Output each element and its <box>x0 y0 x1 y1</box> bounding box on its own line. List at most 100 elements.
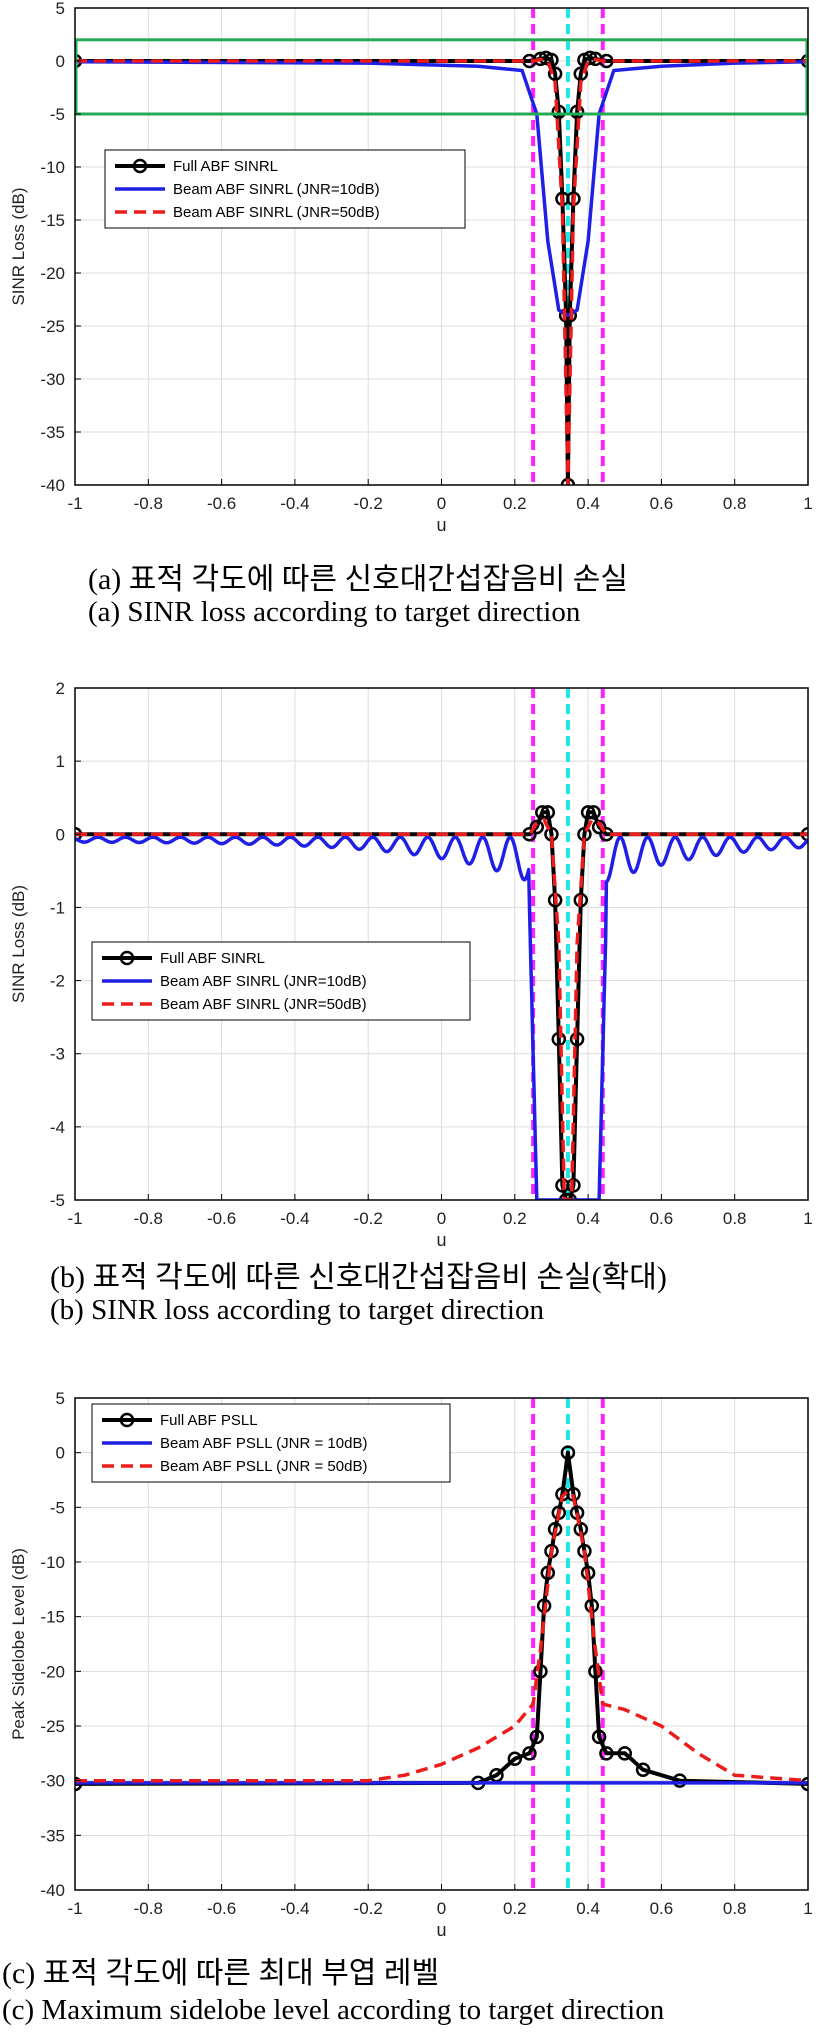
x-tick-label: 0 <box>437 1209 446 1228</box>
x-tick-label: 0 <box>437 494 446 513</box>
x-tick-label: 0.2 <box>503 494 527 513</box>
y-tick-label: -40 <box>40 476 65 495</box>
series-group <box>75 1398 808 1890</box>
legend-marker <box>132 158 148 174</box>
series-marker <box>551 1031 567 1047</box>
series-marker <box>599 1746 614 1761</box>
x-tick-label: 0.4 <box>576 494 600 513</box>
chart-a: -1 -0.8 -0.6 -0.4 -0.2 0 0.2 0.4 0.6 0.8 1 5 0 -5 -10 -… <box>0 0 827 540</box>
series-marker <box>591 1729 607 1745</box>
x-tick-label: -1 <box>67 1209 82 1228</box>
legend-label-3: Beam ABF PSLL (JNR = 50dB) <box>160 1458 367 1475</box>
x-tick-label: -0.6 <box>207 494 236 513</box>
x-tick-label: -0.4 <box>280 494 309 513</box>
x-tick-label: 0.8 <box>723 1209 747 1228</box>
y-tick-label: -20 <box>40 1662 65 1681</box>
chart-c: -1 -0.8 -0.6 -0.4 -0.2 0 0.2 0.4 0.6 0.8 1 5 0 -5 -10 -… <box>0 1390 827 1945</box>
y-tick-label: 0 <box>56 1444 65 1463</box>
y-tick-label: 0 <box>56 825 65 844</box>
chart-b: -1 -0.8 -0.6 -0.4 -0.2 0 0.2 0.4 0.6 0.8 1 2 1 0 -1 -2 -… <box>0 680 827 1250</box>
series-marker <box>573 66 589 81</box>
x-tick-label: -0.2 <box>354 1209 383 1228</box>
x-tick-label: -0.6 <box>207 1209 236 1228</box>
y-tick-label: -35 <box>40 1826 65 1845</box>
x-tick-label: 0.4 <box>576 1209 600 1228</box>
series-marker <box>586 805 601 820</box>
y-tick-label: -20 <box>40 264 65 283</box>
series-marker <box>588 1664 603 1679</box>
caption-a-ko: (a) 표적 각도에 따른 신호대간섭잡음비 손실 <box>88 563 628 596</box>
y-tick-label: -25 <box>40 317 65 336</box>
chart-b-svg: -1 -0.8 -0.6 -0.4 -0.2 0 0.2 0.4 0.6 0.8 1 2 1 0 -1 -2 -… <box>9 680 813 1250</box>
series-marker <box>529 1729 545 1745</box>
series-marker <box>672 1773 687 1788</box>
x-tick-label: 1 <box>803 1209 812 1228</box>
x-tick-label: -0.2 <box>354 494 383 513</box>
series-line-3 <box>75 57 808 485</box>
series-line-2 <box>75 835 808 1200</box>
y-tick-label: -4 <box>50 1118 65 1137</box>
x-tick-label: 0.8 <box>723 494 747 513</box>
legend-label-3: Beam ABF SINRL (JNR=50dB) <box>173 204 380 221</box>
x-tick-label: 1 <box>803 1899 812 1918</box>
x-tick-label: -0.8 <box>134 1209 163 1228</box>
legend-marker <box>119 1412 135 1428</box>
x-tick-label: -0.8 <box>134 494 163 513</box>
caption-a-en: (a) SINR loss according to target direct… <box>88 596 581 628</box>
series-line-3 <box>75 817 808 1200</box>
series-marker <box>529 819 545 835</box>
x-tick-label: -0.4 <box>280 1899 309 1918</box>
legend-label-1: Full ABF PSLL <box>160 1412 258 1429</box>
y-tick-label: 2 <box>56 680 65 698</box>
y-tick-label: -3 <box>50 1045 65 1064</box>
series-group <box>75 688 808 1200</box>
series-marker <box>547 66 563 81</box>
y-tick-label: -30 <box>40 370 65 389</box>
x-tick-label: -0.6 <box>207 1899 236 1918</box>
series-marker <box>544 52 559 68</box>
series-marker <box>569 1031 585 1047</box>
y-tick-label: -25 <box>40 1717 65 1736</box>
caption-c-ko: (c) 표적 각도에 따른 최대 부엽 레벨 <box>2 1957 440 1990</box>
y-axis-label: Peak Sidelobe Level (dB) <box>9 1548 28 1740</box>
y-axis-label: SINR Loss (dB) <box>9 885 28 1003</box>
series-marker <box>617 1746 632 1761</box>
series-line-2 <box>75 60 808 318</box>
series-marker <box>522 1746 537 1761</box>
y-tick-label: 5 <box>56 1390 65 1408</box>
series-marker <box>533 1664 548 1679</box>
series-line-1 <box>75 810 808 1200</box>
y-tick-label: -30 <box>40 1772 65 1791</box>
y-tick-label: -10 <box>40 158 65 177</box>
x-tick-label: 0.4 <box>576 1899 600 1918</box>
y-axis-label: SINR Loss (dB) <box>9 187 28 305</box>
legend-label-1: Full ABF SINRL <box>160 950 265 967</box>
y-tick-label: -15 <box>40 1608 65 1627</box>
series-marker <box>591 819 607 835</box>
caption-c: (c) 표적 각도에 따른 최대 부엽 레벨 (c) Maximum sidel… <box>0 1944 827 2042</box>
y-tick-label: 5 <box>56 0 65 18</box>
y-tick-label: -1 <box>50 898 65 917</box>
y-tick-label: -5 <box>50 1498 65 1517</box>
series-marker <box>560 1445 576 1460</box>
series-marker <box>535 805 550 820</box>
series-line-3 <box>75 1489 808 1783</box>
y-tick-label: -5 <box>50 1191 65 1210</box>
x-tick-label: 0 <box>437 1899 446 1918</box>
x-axis-label: u <box>436 515 446 535</box>
legend-box <box>91 941 471 1021</box>
y-tick-label: -10 <box>40 1553 65 1572</box>
legend-label-3: Beam ABF SINRL (JNR=50dB) <box>160 996 367 1013</box>
y-tick-label: -15 <box>40 211 65 230</box>
x-tick-label: 0.6 <box>650 1899 674 1918</box>
x-tick-label: 1 <box>803 494 812 513</box>
x-axis-label: u <box>436 1920 446 1940</box>
y-tick-label: -35 <box>40 423 65 442</box>
x-tick-label: -1 <box>67 494 82 513</box>
legend-label-1: Full ABF SINRL <box>173 158 278 175</box>
legend-label-2: Beam ABF SINRL (JNR=10dB) <box>173 181 380 198</box>
series-marker <box>551 104 567 120</box>
series-marker <box>507 1751 523 1767</box>
legend-label-2: Beam ABF PSLL (JNR = 10dB) <box>160 1435 367 1452</box>
series-marker <box>540 805 556 820</box>
